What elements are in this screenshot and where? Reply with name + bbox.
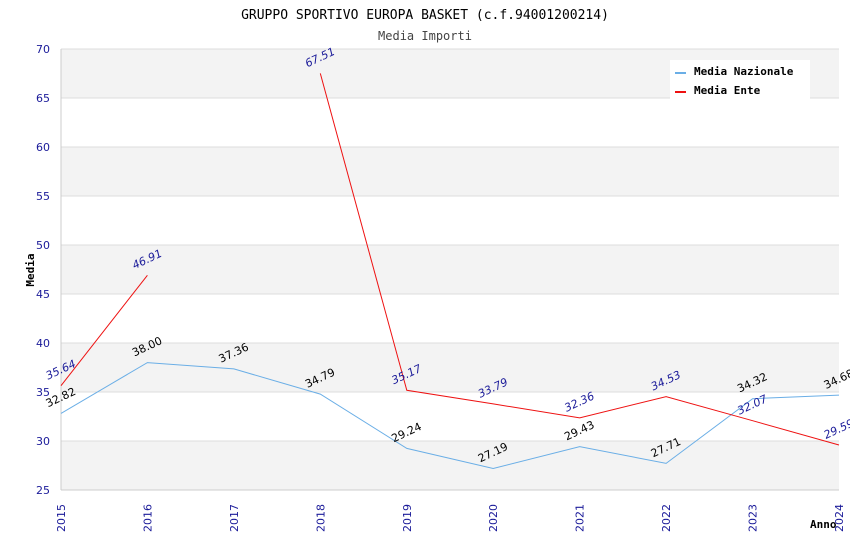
x-tick-label: 2015 [55, 504, 68, 532]
x-tick-labels: 2015 2016 2017 2018 2019 2020 2021 2022 2023 2024 [55, 504, 846, 532]
data-label-media-ente: 32.36 [562, 389, 596, 414]
x-axis-label: Anno [810, 518, 837, 531]
chart-subtitle: Media Importi [378, 29, 472, 43]
chart-title: GRUPPO SPORTIVO EUROPA BASKET (c.f.94001… [241, 8, 609, 23]
grid-lines [61, 48, 839, 491]
y-tick-label: 55 [36, 190, 50, 203]
series-line-media-nazionale [60, 362, 840, 470]
grid-band [61, 245, 839, 294]
y-tick-label: 65 [36, 92, 50, 105]
y-tick-label: 50 [36, 239, 50, 252]
y-tick-labels: 25 30 35 40 45 50 55 60 65 70 [36, 43, 50, 497]
x-tick-label: 2021 [574, 504, 587, 532]
y-tick-label: 40 [36, 337, 50, 350]
legend-label-media-ente: Media Ente [694, 84, 761, 97]
y-tick-label: 35 [36, 386, 50, 399]
legend: Media Nazionale Media Ente [670, 60, 810, 102]
x-tick-label: 2017 [228, 504, 241, 532]
grid-bands [61, 49, 839, 490]
y-axis-label: Media [24, 253, 37, 286]
series-lines [60, 73, 840, 470]
x-tick-label: 2018 [314, 504, 327, 532]
y-tick-label: 70 [36, 43, 50, 56]
y-tick-label: 45 [36, 288, 50, 301]
grid-band [61, 441, 839, 490]
x-tick-label: 2020 [487, 504, 500, 532]
x-tick-label: 2022 [660, 504, 673, 532]
data-label-media-ente: 29.59 [822, 417, 850, 442]
grid-band [61, 343, 839, 392]
data-label-media-ente: 32.07 [735, 392, 769, 417]
legend-box [670, 60, 810, 102]
x-tick-label: 2019 [401, 504, 414, 532]
series-line-media-ente [319, 73, 840, 446]
grid-band [61, 147, 839, 196]
data-label-media-nazionale: 29.43 [562, 418, 596, 443]
x-tick-label: 2024 [833, 504, 846, 532]
y-tick-label: 30 [36, 435, 50, 448]
y-tick-label: 25 [36, 484, 50, 497]
legend-label-media-nazionale: Media Nazionale [694, 65, 794, 78]
x-tick-label: 2023 [747, 504, 760, 532]
x-tick-label: 2016 [141, 504, 154, 532]
y-tick-label: 60 [36, 141, 50, 154]
series-line-media-ente [60, 274, 148, 387]
